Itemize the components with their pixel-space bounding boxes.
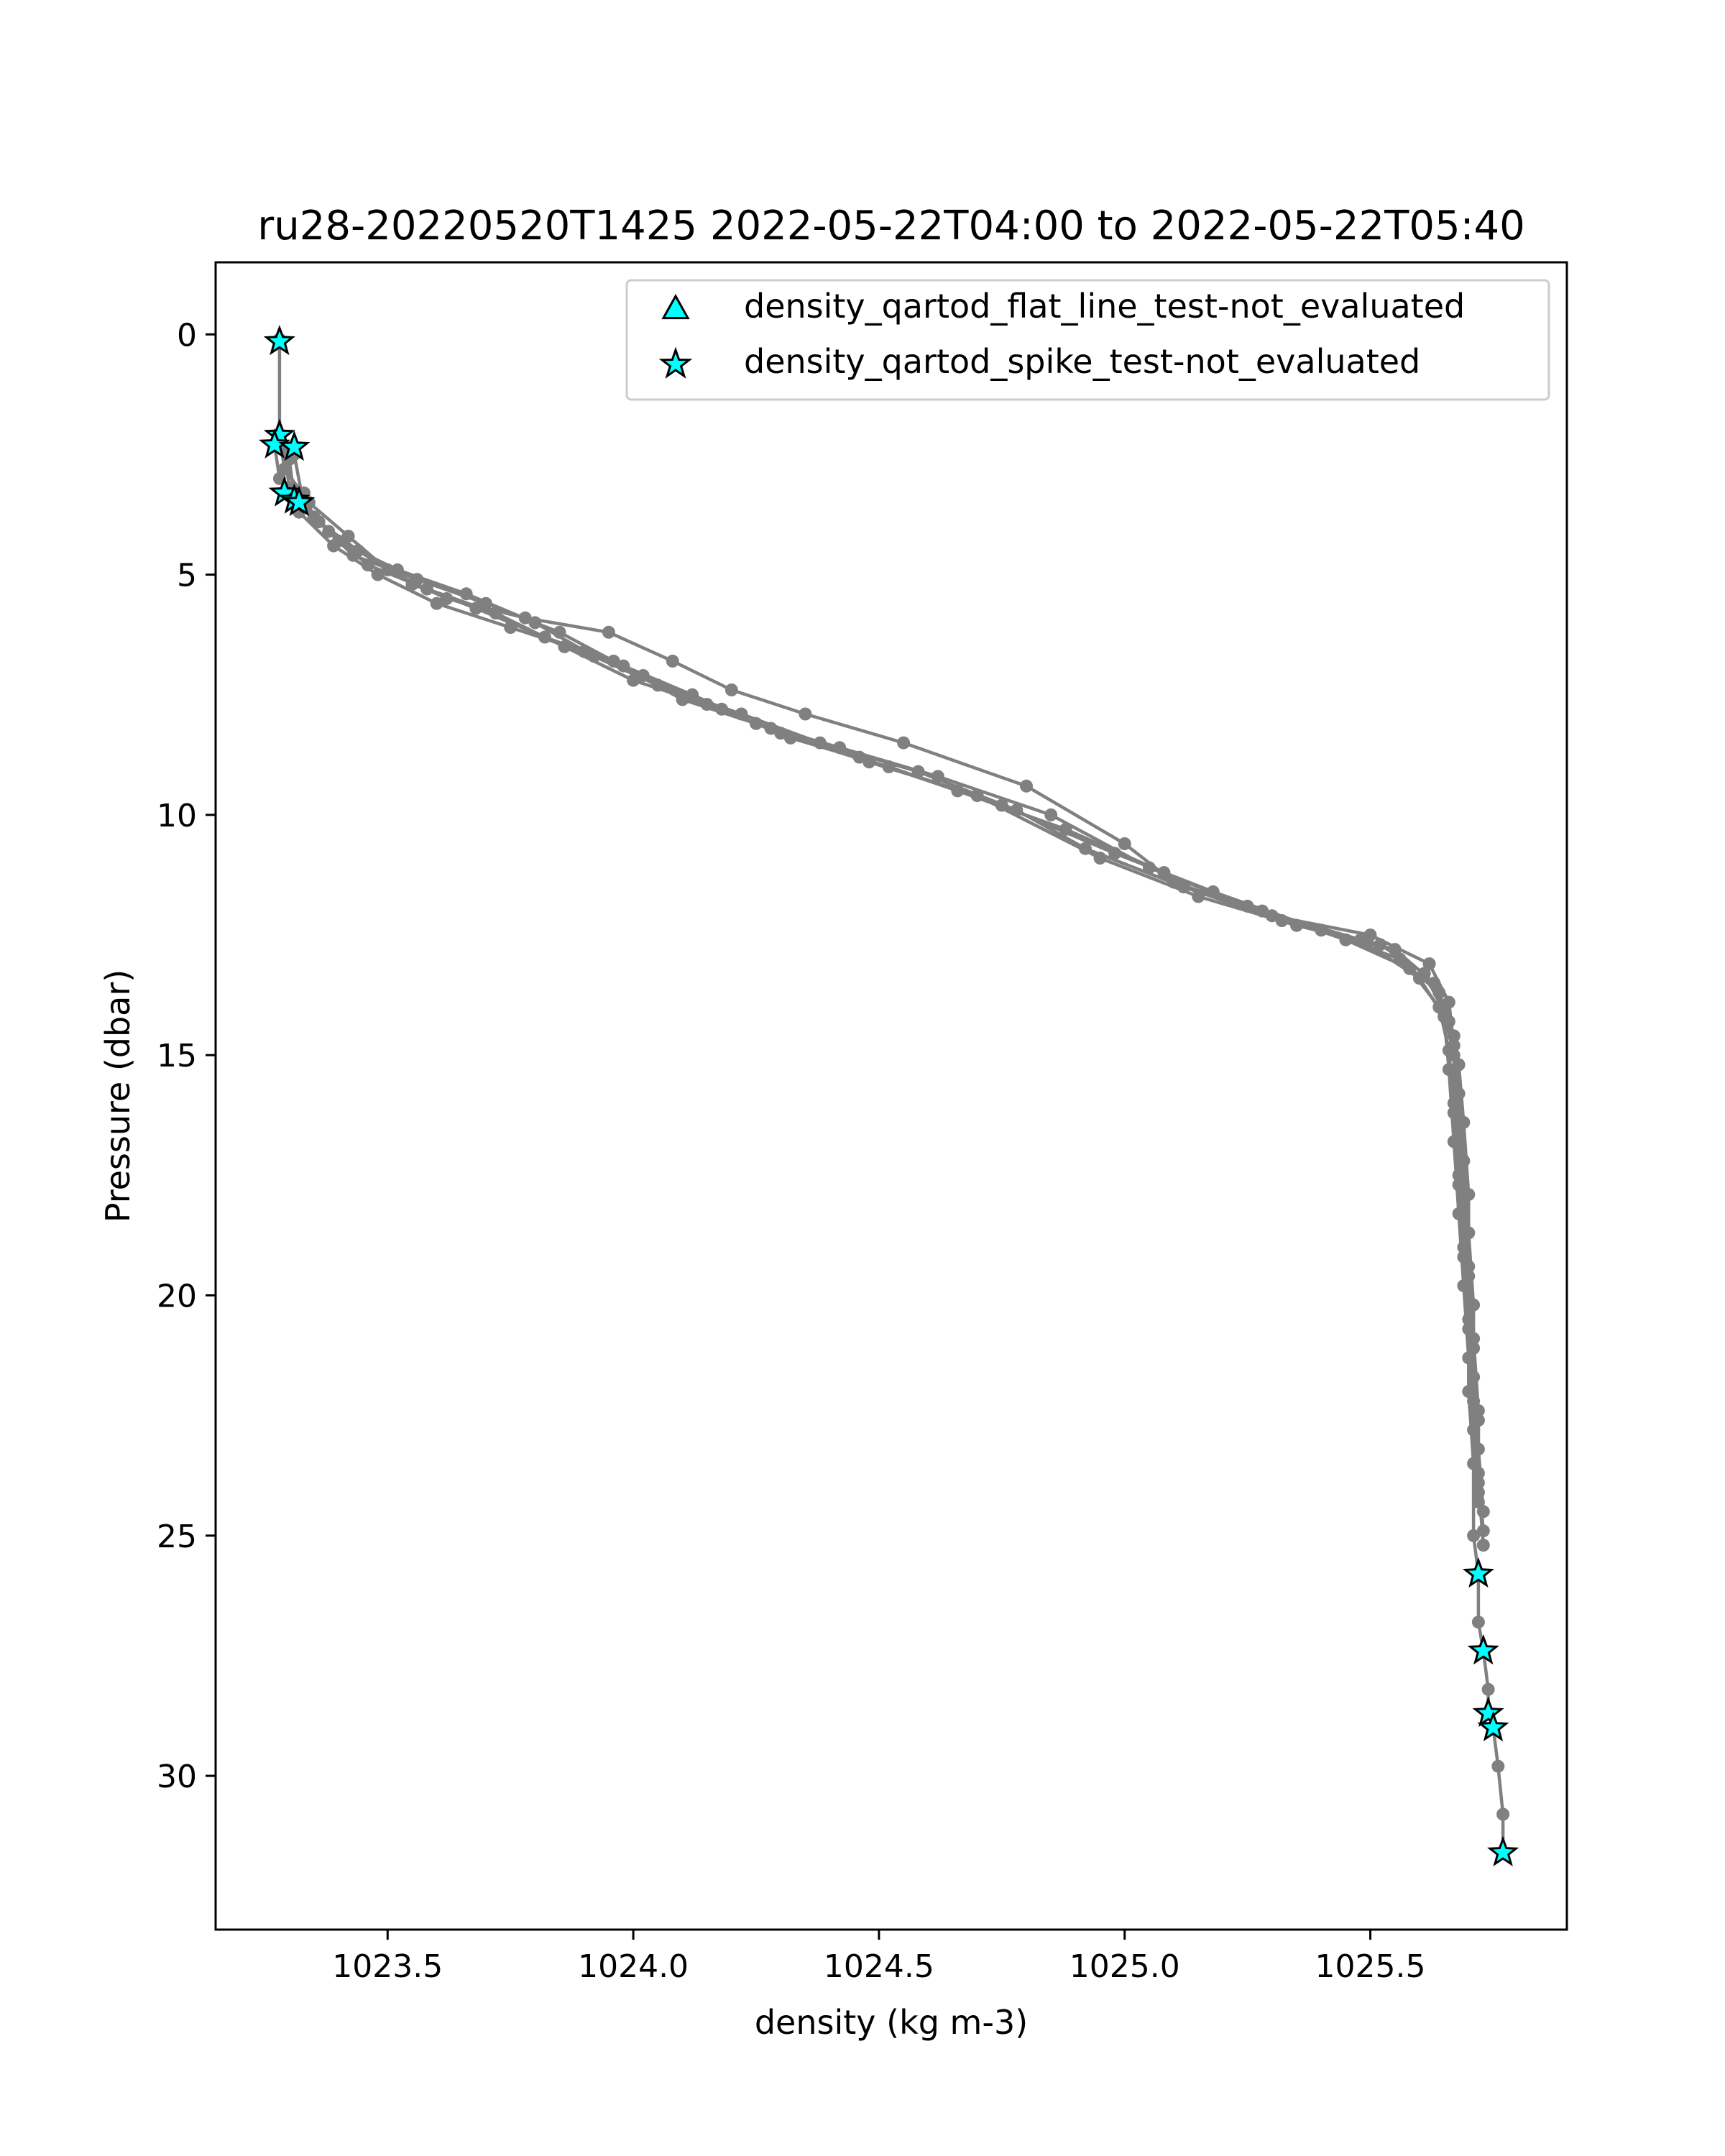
qc-marker-layer (258, 325, 1519, 1866)
legend: density_qartod_flat_line_test-not_evalua… (625, 279, 1550, 401)
data-point (1467, 1342, 1481, 1355)
data-point (1471, 1616, 1485, 1629)
spike-test-marker (1487, 1835, 1519, 1866)
data-point (1476, 1505, 1490, 1519)
data-point (951, 784, 965, 798)
data-point (1374, 938, 1387, 952)
y-tick-label: 0 (177, 317, 197, 354)
y-tick-label: 30 (157, 1759, 197, 1795)
data-point (346, 548, 360, 562)
data-point (1438, 1010, 1451, 1023)
data-point (1447, 1135, 1460, 1148)
y-tick-label: 25 (157, 1519, 197, 1555)
data-point (1471, 1414, 1485, 1427)
data-point (1462, 1351, 1476, 1365)
spike-test-marker (1472, 1696, 1504, 1727)
data-point (558, 640, 571, 653)
spike-test-marker (278, 430, 310, 461)
series-layer (268, 333, 1510, 1859)
data-point (1353, 933, 1367, 946)
data-point (799, 707, 812, 721)
spike-test-marker (1467, 1634, 1499, 1665)
data-point (1256, 904, 1269, 918)
data-point (1079, 842, 1092, 855)
y-tick-label: 15 (157, 1038, 197, 1074)
data-point (430, 596, 443, 610)
data-point (1452, 1207, 1466, 1220)
data-point (307, 510, 321, 524)
data-point (1457, 1197, 1471, 1211)
x-tick-label: 1025.5 (1315, 1948, 1426, 1985)
data-point (410, 573, 424, 586)
legend-triangle-marker-icon (661, 293, 690, 320)
legend-label-spike: density_qartod_spike_test-not_evaluated (744, 342, 1420, 381)
data-point (676, 693, 689, 706)
data-point (1059, 822, 1072, 836)
data-point (1457, 1279, 1471, 1293)
x-tick-label: 1024.0 (578, 1948, 689, 1985)
data-point (1481, 1682, 1495, 1696)
data-point (666, 654, 679, 668)
data-point (1020, 779, 1033, 793)
data-point (553, 625, 566, 639)
data-point (1496, 1807, 1510, 1821)
data-point (1412, 972, 1426, 985)
data-point (1442, 1063, 1455, 1077)
data-point (1363, 929, 1377, 941)
plot-area-frame (214, 261, 1568, 1931)
data-point (602, 625, 615, 639)
y-tick-label: 5 (177, 558, 197, 594)
profile-line-6 (303, 492, 1481, 1503)
data-point (1452, 1125, 1466, 1139)
data-point (1177, 880, 1190, 894)
data-point (479, 596, 492, 610)
data-point (1422, 957, 1436, 971)
legend-label-flat-line: density_qartod_flat_line_test-not_evalua… (744, 287, 1465, 326)
x-tick-label: 1023.5 (332, 1948, 443, 1985)
x-axis-label: density (kg m-3) (755, 2003, 1028, 2042)
data-point (1467, 1529, 1481, 1542)
x-tick-label: 1025.0 (1070, 1948, 1180, 1985)
data-point (1442, 995, 1455, 1009)
chart-title: ru28-20220520T1425 2022-05-22T04:00 to 2… (257, 203, 1524, 249)
legend-box (625, 279, 1550, 401)
y-axis: 0 5 10 15 20 25 30 (157, 317, 216, 1795)
data-point (897, 736, 911, 750)
data-point (724, 683, 738, 696)
data-point (1157, 866, 1171, 880)
spike-test-marker (258, 428, 291, 459)
data-point (764, 722, 778, 735)
data-point (420, 582, 433, 596)
data-point (1452, 1087, 1466, 1100)
data-point (1467, 1423, 1481, 1437)
y-tick-label: 20 (157, 1278, 197, 1314)
data-point (1476, 1524, 1490, 1538)
data-point (852, 750, 866, 764)
spike-test-marker (1477, 1710, 1509, 1742)
y-axis-label: Pressure (dbar) (98, 969, 137, 1222)
data-point (1462, 1269, 1476, 1283)
data-point (1118, 837, 1131, 850)
x-tick-label: 1024.5 (824, 1948, 934, 1985)
y-tick-label: 10 (157, 798, 197, 834)
data-point (1476, 1539, 1490, 1552)
data-point (1471, 1496, 1485, 1508)
spike-test-marker (263, 325, 295, 356)
data-point (1491, 1759, 1505, 1773)
spike-test-marker (283, 486, 316, 517)
spike-test-marker (1462, 1557, 1495, 1588)
data-point (1044, 808, 1058, 821)
data-point (607, 654, 620, 668)
data-point (1447, 1049, 1460, 1062)
legend-star-marker-icon (658, 346, 693, 379)
x-axis: 1023.5 1024.0 1024.5 1025.0 1025.5 (332, 1930, 1426, 1985)
